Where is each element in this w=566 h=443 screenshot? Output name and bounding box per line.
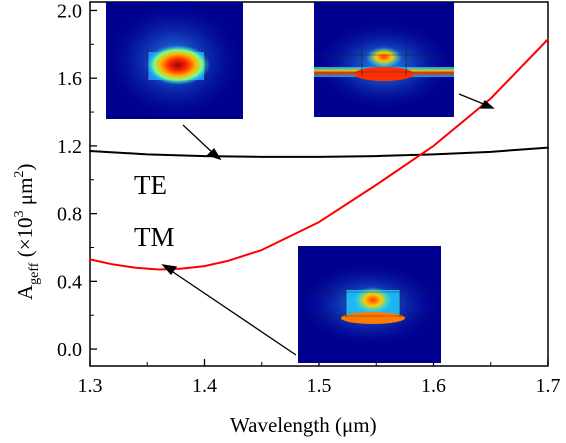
te-mode-inset xyxy=(106,2,243,119)
arrows xyxy=(161,93,495,356)
y-axis: 0.0 0.4 0.8 1.2 1.6 2.0 xyxy=(57,0,97,361)
tm-upper-arrowhead xyxy=(479,99,495,109)
tm-label: TM xyxy=(134,222,175,252)
te-arrowhead xyxy=(206,147,222,161)
tm-mode-inset-upper xyxy=(314,2,454,117)
x-tick-label-0: 1.3 xyxy=(78,375,103,397)
te-arrow xyxy=(182,124,215,155)
y-tick-label-5: 2.0 xyxy=(57,0,82,22)
y-tick-label-2: 0.8 xyxy=(57,204,82,226)
x-tick-label-3: 1.6 xyxy=(421,375,446,397)
y-axis-title: Ageff (×103 μm2) xyxy=(12,164,42,300)
svg-text:Ageff (×103 μm2): Ageff (×103 μm2) xyxy=(12,164,42,300)
x-tick-label-1: 1.4 xyxy=(192,375,217,397)
tm-lower-arrowhead xyxy=(161,264,178,276)
x-tick-label-4: 1.7 xyxy=(536,375,561,397)
tm-upper-arrow xyxy=(458,93,487,106)
series-line-te xyxy=(89,146,549,158)
y-tick-label-4: 1.6 xyxy=(57,68,82,90)
x-axis: 1.3 1.4 1.5 1.6 1.7 xyxy=(78,359,561,397)
te-label: TE xyxy=(134,170,167,200)
tm-mode-inset-lower xyxy=(298,246,441,363)
tm-lower-arrow xyxy=(169,269,297,356)
x-tick-label-2: 1.5 xyxy=(307,375,332,397)
x-axis-title: Wavelength (μm) xyxy=(230,413,377,437)
y-tick-label-0: 0.0 xyxy=(57,339,82,361)
series-line-tm xyxy=(89,38,549,271)
y-tick-label-1: 0.4 xyxy=(57,271,82,293)
series-group xyxy=(89,38,549,271)
y-tick-label-3: 1.2 xyxy=(57,136,82,158)
